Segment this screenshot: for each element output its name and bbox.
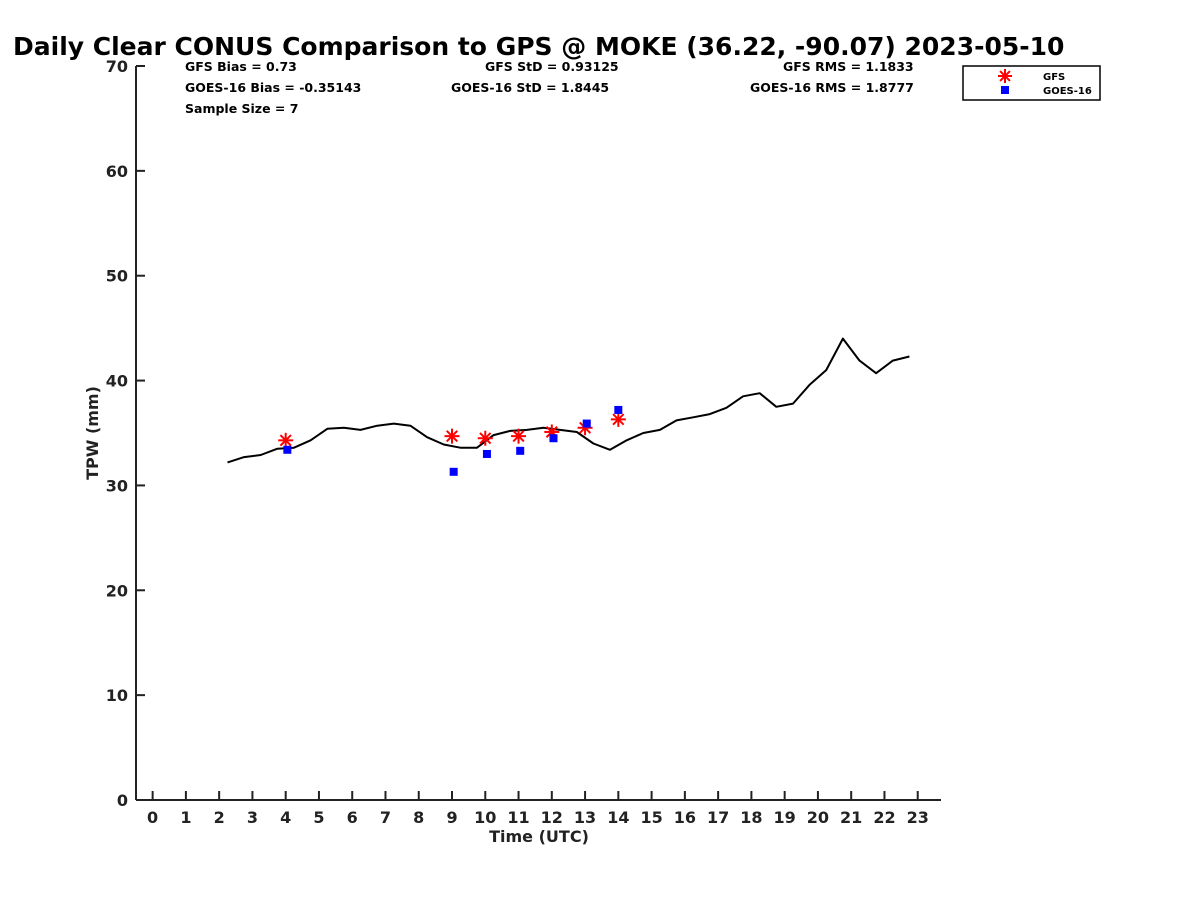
legend-box <box>962 65 1101 101</box>
goes-point <box>516 446 525 455</box>
y-tick-label: 10 <box>106 686 128 705</box>
x-tick-label: 4 <box>280 808 291 827</box>
gfs-point <box>278 432 294 448</box>
gps-line <box>227 337 910 464</box>
goes-point <box>549 434 558 443</box>
x-tick-label: 7 <box>380 808 391 827</box>
x-axis-label: Time (UTC) <box>489 827 589 846</box>
legend-gfs-label: GFS <box>1043 72 1065 83</box>
gfs-std-text: GFS StD = 0.93125 <box>485 59 619 74</box>
y-tick-label: 20 <box>106 581 128 600</box>
y-tick-label: 70 <box>106 57 128 76</box>
legend-gfs-marker <box>998 69 1012 83</box>
gfs-point <box>477 430 493 446</box>
gfs-point <box>610 411 626 427</box>
x-tick-label: 17 <box>707 808 729 827</box>
x-tick-label: 12 <box>541 808 563 827</box>
gfs-point <box>511 428 527 444</box>
x-tick-label: 2 <box>214 808 225 827</box>
goes-point <box>614 405 623 414</box>
goes-rms-text: GOES-16 RMS = 1.8777 <box>750 80 914 95</box>
y-tick-label: 50 <box>106 267 128 286</box>
x-tick-label: 15 <box>640 808 662 827</box>
y-tick-label: 0 <box>117 791 128 810</box>
gfs-bias-text: GFS Bias = 0.73 <box>185 59 297 74</box>
y-tick-label: 30 <box>106 476 128 495</box>
x-tick-label: 19 <box>774 808 796 827</box>
x-tick-label: 18 <box>740 808 762 827</box>
x-tick-label: 8 <box>413 808 424 827</box>
gfs-point <box>444 428 460 444</box>
x-tick-label: 11 <box>507 808 529 827</box>
legend: GFS GOES-16 <box>962 65 1101 101</box>
goes-point <box>582 419 591 428</box>
y-tick-label: 40 <box>106 372 128 391</box>
x-tick-label: 0 <box>147 808 158 827</box>
gfs-rms-text: GFS RMS = 1.1833 <box>783 59 914 74</box>
x-tick-label: 16 <box>674 808 696 827</box>
x-tick-label: 23 <box>907 808 929 827</box>
goes-std-text: GOES-16 StD = 1.8445 <box>451 80 609 95</box>
x-tick-label: 1 <box>180 808 191 827</box>
legend-gfs-asterisk <box>998 69 1012 83</box>
x-tick-label: 5 <box>313 808 324 827</box>
x-tick-label: 22 <box>873 808 895 827</box>
x-tick-label: 20 <box>807 808 829 827</box>
y-tick-label: 60 <box>106 162 128 181</box>
goes-point <box>283 445 292 454</box>
goes-point <box>449 467 458 476</box>
goes-point <box>482 449 491 458</box>
legend-goes-marker <box>1001 86 1009 94</box>
x-tick-label: 9 <box>446 808 457 827</box>
legend-goes-label: GOES-16 <box>1043 86 1092 97</box>
plot-area <box>227 337 910 476</box>
x-tick-label: 21 <box>840 808 862 827</box>
x-tick-label: 14 <box>607 808 629 827</box>
y-axis-label: TPW (mm) <box>83 386 102 480</box>
chart-title: Daily Clear CONUS Comparison to GPS @ MO… <box>13 32 1064 61</box>
sample-size-text: Sample Size = 7 <box>185 101 298 116</box>
x-tick-label: 6 <box>347 808 358 827</box>
x-tick-label: 10 <box>474 808 496 827</box>
x-tick-label: 3 <box>247 808 258 827</box>
goes-bias-text: GOES-16 Bias = -0.35143 <box>185 80 361 95</box>
x-tick-label: 13 <box>574 808 596 827</box>
